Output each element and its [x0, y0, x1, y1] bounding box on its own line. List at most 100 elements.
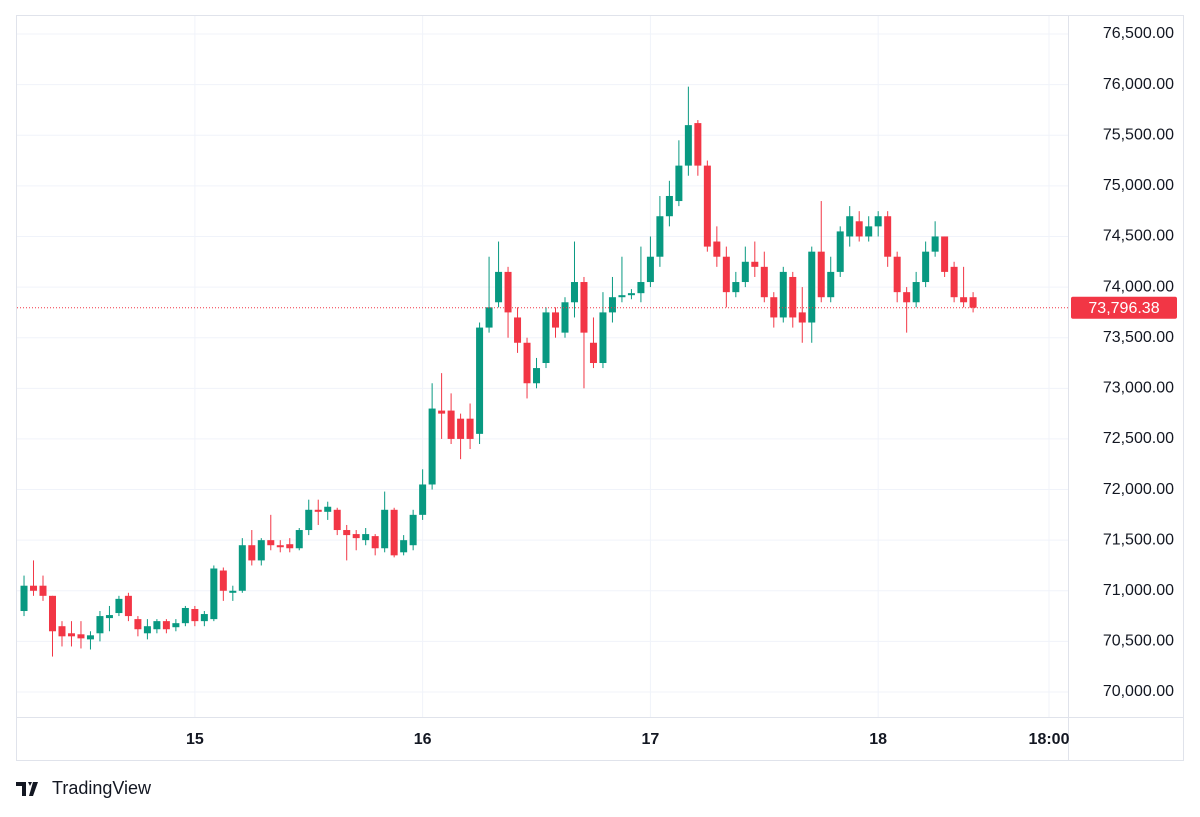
candle-body	[665, 195, 673, 217]
candle-body	[457, 418, 465, 439]
candle	[912, 271, 920, 308]
candle	[931, 221, 939, 257]
candle	[219, 567, 227, 601]
candle-body	[39, 585, 47, 596]
candle	[637, 246, 645, 303]
candle-body	[428, 408, 436, 485]
candle	[684, 86, 692, 176]
candle	[352, 530, 360, 551]
y-tick-label: 71,000.00	[1103, 582, 1174, 599]
last-price-label: 73,796.38	[1088, 300, 1159, 317]
candle-body	[466, 418, 474, 439]
candle-body	[884, 216, 892, 257]
candle	[950, 261, 958, 303]
candle-body	[570, 282, 578, 303]
candle	[608, 276, 616, 323]
candle	[865, 216, 873, 242]
candle-body	[495, 271, 503, 303]
candle-body	[400, 540, 408, 553]
candle	[267, 514, 275, 551]
y-tick-label: 76,500.00	[1103, 25, 1174, 42]
candle	[172, 619, 180, 632]
y-tick-label: 72,500.00	[1103, 430, 1174, 447]
candle	[732, 271, 740, 298]
candle-body	[865, 226, 873, 237]
candle-body	[931, 236, 939, 252]
candle-body	[542, 312, 550, 364]
candle-body	[153, 621, 161, 630]
candle	[846, 206, 854, 247]
candle-body	[172, 623, 180, 628]
candle	[143, 619, 151, 640]
candle-body	[912, 282, 920, 303]
candle-body	[684, 125, 692, 166]
candle-body	[419, 484, 427, 515]
candle-body	[950, 266, 958, 298]
candle	[248, 530, 256, 566]
candle-body	[409, 514, 417, 546]
candle	[903, 287, 911, 333]
candle	[343, 524, 351, 561]
candle-body	[105, 615, 113, 619]
candle	[381, 491, 389, 553]
candle-body	[855, 221, 863, 237]
candle	[580, 276, 588, 389]
candle	[371, 534, 379, 556]
candle-body	[580, 282, 588, 333]
candle-body	[248, 545, 256, 561]
candle	[722, 246, 730, 308]
candle	[495, 241, 503, 308]
candle-body	[808, 251, 816, 323]
candle-body	[96, 616, 104, 634]
candle	[504, 266, 512, 338]
candle-body	[162, 621, 170, 630]
candle-body	[447, 410, 455, 439]
x-tick-label: 16	[414, 731, 432, 748]
x-tick-label: 18	[869, 731, 887, 748]
last-price-badge	[1071, 296, 1177, 319]
candle-body	[969, 297, 977, 308]
candle-body	[191, 608, 199, 622]
candle-body	[760, 266, 768, 298]
candle	[409, 509, 417, 551]
candle	[665, 180, 673, 227]
candle	[305, 499, 313, 536]
candle	[457, 413, 465, 460]
candle	[257, 538, 265, 566]
candle	[713, 226, 721, 267]
candle	[438, 373, 446, 439]
candle	[836, 226, 844, 277]
candle	[115, 595, 123, 617]
candle	[941, 236, 949, 277]
candle	[96, 611, 104, 642]
candle	[599, 292, 607, 369]
candle-body	[371, 536, 379, 549]
candle	[286, 538, 294, 553]
candle-body	[314, 509, 322, 512]
candle	[514, 307, 522, 353]
candle	[485, 256, 493, 333]
candle-body	[656, 216, 664, 257]
candle	[333, 507, 341, 536]
candle-body	[675, 165, 683, 202]
candle	[390, 507, 398, 558]
candle-body	[67, 633, 75, 637]
candle-body	[124, 595, 132, 617]
candle	[789, 271, 797, 328]
candle-body	[589, 342, 597, 364]
candle-body	[343, 530, 351, 536]
candle	[466, 403, 474, 450]
candle-body	[941, 236, 949, 272]
candle-body	[817, 251, 825, 298]
candle-body	[324, 506, 332, 512]
y-tick-label: 70,500.00	[1103, 633, 1174, 650]
y-tick-label: 71,500.00	[1103, 531, 1174, 548]
y-tick-label: 70,000.00	[1103, 683, 1174, 700]
candle	[105, 605, 113, 632]
candle	[751, 241, 759, 277]
candle	[808, 246, 816, 343]
candle	[523, 337, 531, 399]
candle-body	[352, 534, 360, 539]
y-tick-label: 75,000.00	[1103, 177, 1174, 194]
